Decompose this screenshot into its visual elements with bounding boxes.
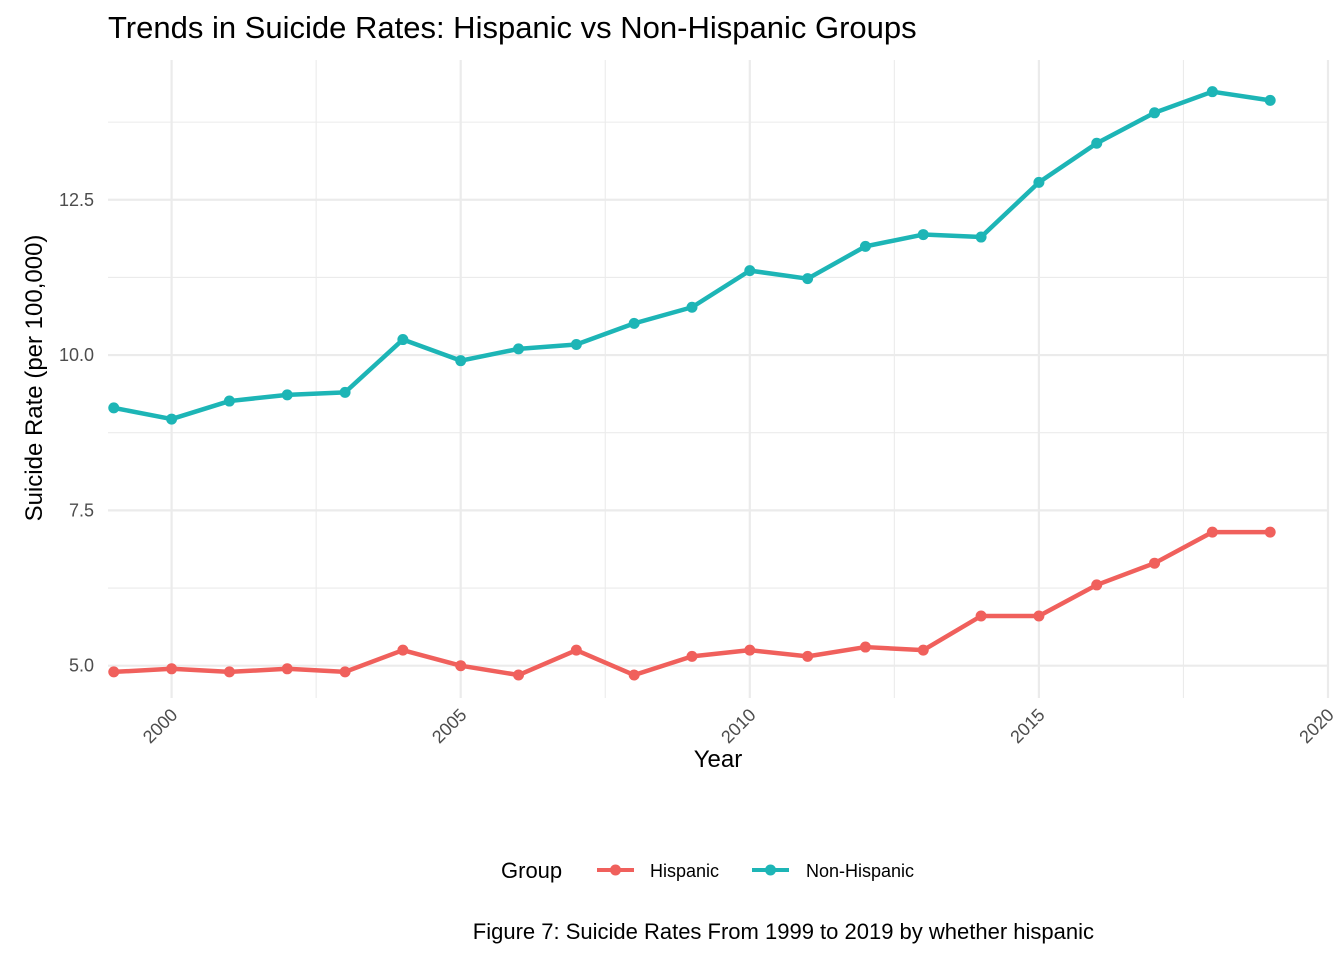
y-axis-ticks: 5.0 7.5 10.0 12.5 <box>59 190 94 676</box>
data-point-hispanic <box>513 669 525 681</box>
legend-key-non-hispanic-point <box>765 864 776 876</box>
x-tick-label: 2005 <box>428 705 470 747</box>
data-point-hispanic <box>455 660 467 672</box>
x-tick-label: 2015 <box>1006 705 1048 747</box>
legend-title: Group <box>501 858 562 883</box>
y-tick-label: 7.5 <box>69 500 94 520</box>
legend-item-non-hispanic: Non-Hispanic <box>752 861 914 881</box>
y-tick-label: 12.5 <box>59 190 94 210</box>
legend-key-hispanic-point <box>610 864 621 876</box>
data-point-non-hispanic <box>108 402 120 414</box>
data-point-non-hispanic <box>1149 107 1161 119</box>
data-point-hispanic <box>397 644 409 656</box>
series-lines <box>108 86 1276 681</box>
data-point-hispanic <box>859 641 871 653</box>
data-point-hispanic <box>744 644 756 656</box>
data-point-non-hispanic <box>859 240 871 252</box>
x-tick-label: 2000 <box>139 705 181 747</box>
data-point-non-hispanic <box>686 301 698 313</box>
legend-label-hispanic: Hispanic <box>650 861 719 881</box>
x-tick-label: 2020 <box>1295 705 1337 747</box>
data-point-non-hispanic <box>166 413 178 425</box>
data-point-non-hispanic <box>1206 86 1218 98</box>
legend-label-non-hispanic: Non-Hispanic <box>806 861 914 881</box>
chart-title: Trends in Suicide Rates: Hispanic vs Non… <box>108 10 917 45</box>
data-point-hispanic <box>1091 579 1103 591</box>
data-point-hispanic <box>1264 526 1276 538</box>
data-point-non-hispanic <box>455 355 467 367</box>
data-point-non-hispanic <box>1033 176 1045 188</box>
legend-item-hispanic: Hispanic <box>597 861 719 881</box>
data-point-hispanic <box>628 669 640 681</box>
data-point-hispanic <box>975 610 987 622</box>
x-axis-ticks: 2000 2005 2010 2015 2020 <box>139 705 1338 747</box>
data-point-hispanic <box>281 663 293 675</box>
data-point-non-hispanic <box>223 395 235 407</box>
data-point-hispanic <box>223 666 235 678</box>
x-axis-title: Year <box>694 746 743 773</box>
data-point-non-hispanic <box>513 343 525 355</box>
data-point-non-hispanic <box>744 265 756 277</box>
data-point-non-hispanic <box>1091 137 1103 149</box>
data-point-non-hispanic <box>339 386 351 398</box>
data-point-hispanic <box>802 650 814 662</box>
data-point-hispanic <box>1033 610 1045 622</box>
data-point-hispanic <box>339 666 351 678</box>
data-point-hispanic <box>570 644 582 656</box>
data-point-non-hispanic <box>802 273 814 285</box>
data-point-hispanic <box>1149 557 1161 569</box>
y-tick-label: 10.0 <box>59 345 94 365</box>
legend: Group Hispanic Non-Hispanic <box>501 858 914 883</box>
data-point-hispanic <box>686 650 698 662</box>
data-point-hispanic <box>1206 526 1218 538</box>
y-axis-title: Suicide Rate (per 100,000) <box>21 235 48 522</box>
x-tick-label: 2010 <box>717 705 759 747</box>
figure-caption: Figure 7: Suicide Rates From 1999 to 201… <box>473 919 1094 944</box>
data-point-non-hispanic <box>1264 94 1276 106</box>
data-point-hispanic <box>108 666 120 678</box>
data-point-hispanic <box>166 663 178 675</box>
data-point-non-hispanic <box>917 229 929 241</box>
y-tick-label: 5.0 <box>69 656 94 676</box>
grid-lines <box>108 60 1330 698</box>
data-point-non-hispanic <box>281 389 293 401</box>
data-point-hispanic <box>917 644 929 656</box>
series-non-hispanic <box>108 86 1276 425</box>
series-hispanic <box>108 526 1276 681</box>
data-point-non-hispanic <box>975 231 987 243</box>
data-point-non-hispanic <box>397 334 409 346</box>
data-point-non-hispanic <box>628 317 640 329</box>
data-point-non-hispanic <box>570 339 582 351</box>
